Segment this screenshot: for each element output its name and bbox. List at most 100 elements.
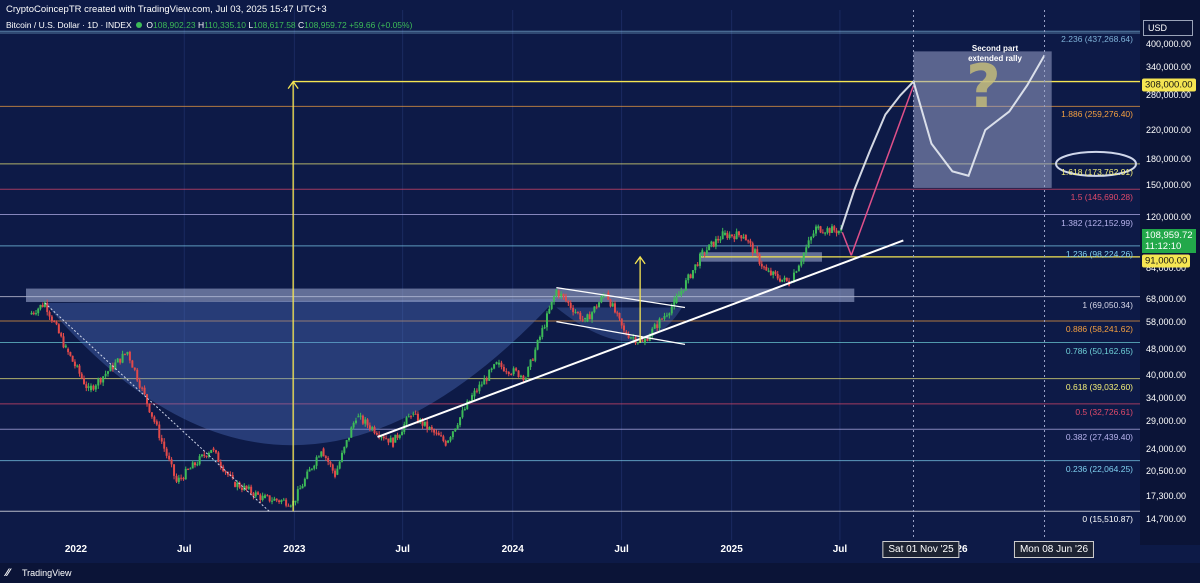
price-candle (636, 342, 639, 344)
price-candle (473, 390, 476, 397)
price-candle (247, 486, 250, 489)
price-candle (742, 237, 745, 239)
price-tick-label: 14,700.00 (1146, 513, 1187, 524)
annotation-line-2: extended rally (968, 54, 1022, 63)
price-candle (104, 373, 107, 377)
projection-arrow-leg (841, 231, 852, 256)
price-candle (165, 448, 168, 456)
price-candle (435, 432, 438, 434)
price-candle (111, 365, 114, 370)
price-candle (701, 250, 704, 254)
price-candle (289, 505, 292, 507)
price-candle (728, 234, 731, 238)
question-mark-annotation: ? (966, 52, 1001, 122)
fib-highlight-ellipse (1055, 150, 1137, 177)
price-candle (341, 452, 344, 462)
current-price-tag[interactable]: 108,959.72 11:12:10 (1142, 229, 1196, 253)
price-candle (719, 239, 722, 241)
price-candle (774, 271, 777, 274)
price-candle (238, 482, 241, 488)
price-candle (35, 313, 38, 315)
price-candle (466, 401, 469, 409)
price-candle (800, 260, 803, 266)
price-candle (150, 412, 153, 417)
price-candle (740, 235, 743, 239)
price-candle (354, 420, 357, 423)
price-candle (658, 318, 661, 328)
price-candle (665, 315, 668, 317)
price-candle (765, 267, 768, 271)
price-candle (76, 365, 79, 367)
price-candle (336, 468, 339, 475)
price-candle (146, 394, 149, 404)
price-candle (357, 416, 360, 418)
price-candle (214, 450, 217, 453)
fib-level-label: 2.236 (437,268.64) (1061, 34, 1133, 45)
price-candle (564, 296, 567, 301)
price-candle (781, 279, 784, 282)
target-price-tag[interactable]: 308,000.00 (1142, 78, 1196, 92)
price-candle (396, 434, 399, 438)
price-candle (574, 312, 577, 314)
price-tick-label: 68,000.00 (1146, 293, 1187, 304)
fib-level-label: 1 (69,050.34) (1082, 299, 1133, 310)
price-candle (627, 334, 630, 339)
price-candle (602, 295, 605, 297)
price-tick-label: 40,000.00 (1146, 370, 1187, 381)
price-candle (517, 370, 520, 378)
price-candle (622, 325, 625, 331)
price-tick-label: 84,000.00 (1146, 263, 1187, 274)
price-candle (708, 244, 711, 251)
price-candle (536, 340, 539, 350)
currency-selector[interactable]: USD (1143, 20, 1193, 36)
price-candle (783, 277, 786, 280)
price-candle (461, 410, 464, 418)
price-candle (268, 495, 271, 502)
price-candle (398, 435, 401, 438)
price-candle (717, 238, 720, 241)
price-candle (43, 302, 46, 307)
price-candle (515, 368, 518, 371)
price-candle (282, 499, 285, 501)
price-candle (488, 369, 491, 381)
price-candle (751, 243, 754, 254)
price-candle (240, 487, 243, 490)
price-candle (392, 437, 395, 447)
price-candle (143, 387, 146, 395)
price-tick-label: 29,000.00 (1146, 416, 1187, 427)
support-price-tag[interactable]: 91,000.00 (1142, 254, 1191, 268)
price-candle (555, 289, 558, 297)
price-candle (343, 446, 346, 453)
flag-upper-line (556, 286, 686, 309)
price-candle (401, 431, 404, 436)
price-candle (263, 495, 266, 499)
price-candle (310, 468, 313, 470)
price-candle (493, 364, 496, 369)
price-candle (705, 250, 708, 254)
price-candle (600, 296, 603, 303)
price-candle (616, 312, 619, 314)
price-candle (632, 337, 635, 339)
price-candle (366, 419, 369, 426)
price-candle (737, 231, 740, 236)
publisher-line: CryptoCoincepTR created with TradingView… (6, 4, 327, 15)
ohlc-open-label: O (146, 20, 154, 30)
price-candle (543, 327, 546, 329)
price-candle (428, 427, 431, 429)
price-candle (797, 265, 800, 272)
price-candle (124, 353, 127, 355)
price-candle (37, 308, 40, 314)
price-tick-label: 24,000.00 (1146, 443, 1187, 454)
symbol-info[interactable]: Bitcoin / U.S. Dollar · 1D · INDEX O108,… (6, 20, 412, 30)
price-candle (266, 495, 269, 497)
price-candle (55, 321, 58, 325)
price-candle (437, 432, 440, 436)
price-candle (196, 464, 199, 466)
price-candle (463, 408, 466, 411)
price-candle (613, 303, 616, 313)
price-candle (524, 378, 527, 381)
price-candle (46, 303, 49, 313)
price-tick-label: 34,000.00 (1146, 393, 1187, 404)
price-candle (236, 482, 239, 487)
